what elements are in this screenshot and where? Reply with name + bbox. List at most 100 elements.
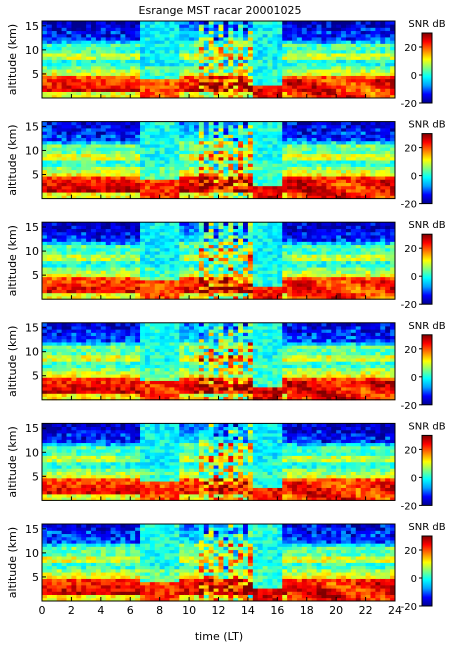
heatmap-cell: [135, 254, 141, 258]
heatmap-cell: [159, 21, 165, 25]
heatmap-cell: [321, 270, 327, 274]
heatmap-cell: [238, 228, 244, 233]
heatmap-cell: [247, 65, 254, 70]
heatmap-cell: [208, 56, 214, 60]
heatmap-cell: [56, 185, 63, 190]
heatmap-cell: [91, 140, 97, 145]
heatmap-cell: [46, 75, 53, 80]
heatmap-cell: [301, 94, 308, 99]
heatmap-cell: [115, 24, 121, 28]
heatmap-cell: [193, 279, 200, 284]
heatmap-cell: [380, 153, 386, 158]
heatmap-cell: [360, 46, 366, 51]
heatmap-cell: [76, 30, 82, 35]
heatmap-cell: [385, 169, 391, 174]
heatmap-cell: [71, 49, 77, 54]
heatmap-cell: [306, 195, 313, 199]
heatmap-cell: [184, 40, 190, 44]
heatmap-cell: [385, 40, 391, 44]
heatmap-cell: [174, 273, 180, 278]
heatmap-cell: [341, 128, 347, 132]
heatmap-cell: [262, 69, 268, 73]
heatmap-cell: [228, 27, 234, 32]
heatmap-cell: [193, 30, 200, 35]
heatmap-cell: [316, 21, 322, 25]
heatmap-cell: [316, 185, 322, 190]
heatmap-cell: [213, 192, 219, 196]
heatmap-cell: [81, 137, 87, 142]
heatmap-cell: [66, 163, 72, 167]
heatmap-cell: [287, 251, 293, 255]
heatmap-cell: [233, 21, 239, 25]
heatmap-cell: [174, 260, 180, 265]
heatmap-cell: [223, 131, 229, 135]
heatmap-cell: [272, 56, 278, 60]
heatmap-cell: [61, 40, 67, 44]
heatmap-cell: [292, 241, 298, 246]
heatmap-cell: [203, 276, 210, 281]
heatmap-cell: [203, 289, 210, 294]
heatmap-cell: [125, 176, 131, 180]
heatmap-cell: [66, 241, 72, 246]
heatmap-cell: [238, 88, 244, 92]
heatmap-cell: [66, 289, 72, 294]
heatmap-cell: [238, 260, 244, 265]
heatmap-cell: [81, 78, 87, 83]
heatmap-cell: [262, 153, 268, 158]
heatmap-cell: [350, 153, 357, 158]
heatmap-cell: [164, 59, 170, 64]
heatmap-cell: [154, 257, 161, 262]
heatmap-cell: [316, 53, 322, 57]
heatmap-cell: [257, 260, 264, 265]
heatmap-cell: [370, 156, 376, 161]
heatmap-cell: [198, 292, 205, 297]
heatmap-cell: [140, 124, 146, 129]
heatmap-cell: [164, 78, 170, 83]
heatmap-cell: [385, 43, 391, 48]
heatmap-cell: [355, 75, 362, 80]
heatmap-cell: [213, 94, 219, 99]
heatmap-cell: [154, 273, 161, 278]
heatmap-cell: [380, 144, 386, 148]
heatmap-cell: [375, 137, 381, 142]
heatmap-cell: [159, 37, 165, 41]
heatmap-cell: [208, 263, 214, 268]
heatmap-cell: [164, 289, 170, 294]
heatmap-cell: [321, 121, 327, 126]
heatmap-cell: [233, 131, 239, 135]
heatmap-cell: [316, 65, 322, 70]
heatmap-cell: [306, 69, 313, 73]
heatmap-cell: [144, 160, 151, 164]
heatmap-cell: [208, 124, 214, 129]
heatmap-cell: [164, 137, 170, 142]
heatmap-cell: [189, 75, 195, 80]
heatmap-cell: [267, 192, 273, 196]
heatmap-cell: [169, 88, 175, 92]
heatmap-cell: [46, 188, 53, 193]
heatmap-cell: [189, 81, 195, 86]
heatmap-cell: [247, 140, 254, 145]
heatmap-cell: [203, 247, 210, 252]
heatmap-cell: [95, 260, 102, 265]
heatmap-cell: [66, 94, 72, 99]
heatmap-cell: [311, 75, 317, 80]
heatmap-cell: [184, 292, 190, 297]
heatmap-cell: [262, 33, 268, 38]
heatmap-cell: [257, 124, 264, 129]
heatmap-cell: [169, 65, 175, 70]
heatmap-cell: [140, 160, 146, 164]
heatmap-cell: [46, 195, 53, 199]
heatmap-cell: [257, 231, 264, 236]
heatmap-cell: [189, 21, 195, 25]
heatmap-cell: [233, 156, 239, 161]
heatmap-cell: [198, 150, 205, 155]
heatmap-cell: [243, 65, 249, 70]
heatmap-cell: [390, 195, 396, 199]
heatmap-cell: [66, 21, 72, 25]
heatmap-cell: [56, 137, 63, 142]
heatmap-cell: [355, 144, 362, 148]
heatmap-cell: [144, 128, 151, 132]
heatmap-cell: [154, 160, 161, 164]
heatmap-cell: [81, 188, 87, 193]
heatmap-cell: [140, 43, 146, 48]
